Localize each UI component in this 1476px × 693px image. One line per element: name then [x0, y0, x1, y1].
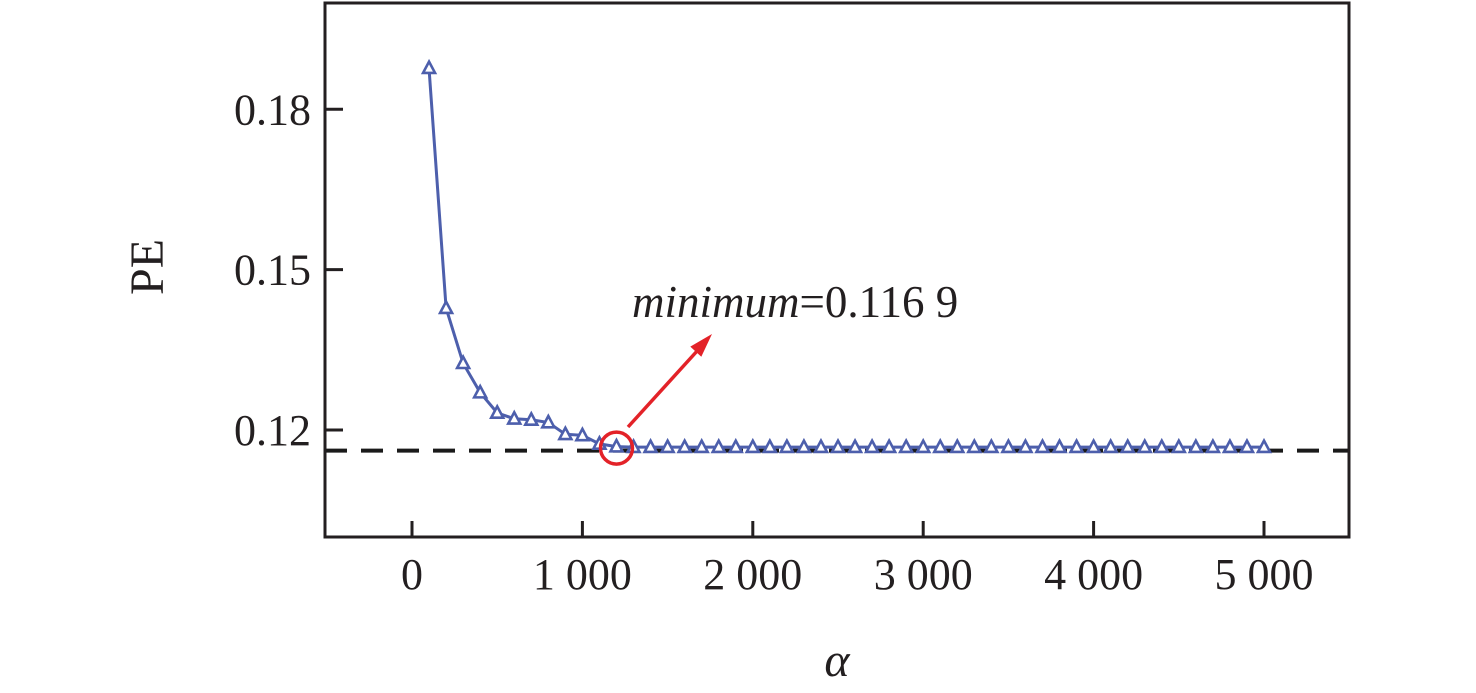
data-point-marker	[710, 437, 727, 454]
plot-border	[323, 1, 1351, 539]
data-point-marker	[897, 437, 915, 454]
data-point-marker	[1153, 437, 1170, 454]
data-point-marker	[846, 437, 864, 454]
data-point-marker	[557, 425, 574, 441]
data-point-marker	[915, 437, 932, 454]
annotation-arrow-shaft	[626, 348, 700, 429]
minimum-highlight-circle	[598, 430, 635, 466]
y-tick-label: 0.15	[234, 246, 311, 295]
data-point-marker	[829, 437, 847, 454]
x-tick-label: 4 000	[1044, 550, 1143, 599]
data-point-marker	[966, 437, 983, 454]
data-point-marker	[540, 413, 557, 429]
y-tick-label: 0.18	[234, 85, 311, 134]
data-point-marker	[812, 437, 830, 454]
data-point-marker	[454, 353, 472, 370]
data-point-marker	[949, 437, 966, 454]
x-tick-label: 0	[401, 550, 423, 599]
data-point-marker	[761, 437, 779, 454]
data-point-marker	[489, 403, 506, 419]
data-point-marker	[676, 437, 693, 454]
data-point-marker	[693, 437, 710, 454]
data-point-marker	[1136, 437, 1153, 454]
data-point-marker	[1068, 437, 1085, 454]
data-point-marker	[1187, 437, 1205, 454]
data-point-marker	[1204, 437, 1222, 454]
data-point-marker	[1238, 437, 1256, 454]
data-point-marker	[1085, 437, 1102, 454]
data-point-marker	[1255, 437, 1273, 454]
data-point-marker	[420, 58, 438, 75]
data-point-marker	[778, 437, 796, 454]
annotation-arrowhead	[690, 334, 712, 357]
data-point-marker	[1000, 437, 1017, 454]
data-point-marker	[1017, 437, 1034, 454]
annotation-text: minimum=0.116 9	[632, 277, 958, 327]
annotation-minimum-word: minimum	[632, 277, 800, 327]
annotation-value: =0.116 9	[800, 277, 959, 327]
x-tick-label: 2 000	[703, 550, 802, 599]
data-point-marker	[727, 437, 744, 454]
data-point-marker	[795, 437, 813, 454]
data-point-marker	[437, 298, 455, 315]
data-point-marker	[1221, 437, 1239, 454]
data-point-marker	[1034, 437, 1051, 454]
data-point-marker	[608, 437, 625, 453]
data-point-marker	[880, 437, 898, 454]
data-point-marker	[932, 437, 949, 454]
x-tick-label: 5 000	[1215, 550, 1314, 599]
data-point-marker	[1102, 437, 1119, 454]
data-point-marker	[1119, 437, 1136, 454]
data-point-marker	[506, 409, 523, 425]
x-tick-label: 1 000	[533, 550, 632, 599]
data-point-marker	[642, 437, 659, 454]
x-tick-label: 3 000	[874, 550, 973, 599]
data-point-marker	[523, 410, 540, 426]
data-series-line	[427, 67, 1264, 449]
data-point-marker	[574, 426, 591, 442]
data-point-marker	[659, 437, 676, 454]
data-point-marker	[863, 437, 881, 454]
data-point-marker	[744, 437, 761, 454]
y-axis-title: PE	[121, 239, 174, 295]
data-point-marker	[1170, 437, 1187, 454]
x-axis-title: α	[824, 634, 850, 687]
data-point-marker	[983, 437, 1000, 454]
y-tick-label: 0.12	[234, 406, 311, 455]
data-point-marker	[471, 383, 489, 399]
data-point-marker	[1051, 437, 1068, 454]
